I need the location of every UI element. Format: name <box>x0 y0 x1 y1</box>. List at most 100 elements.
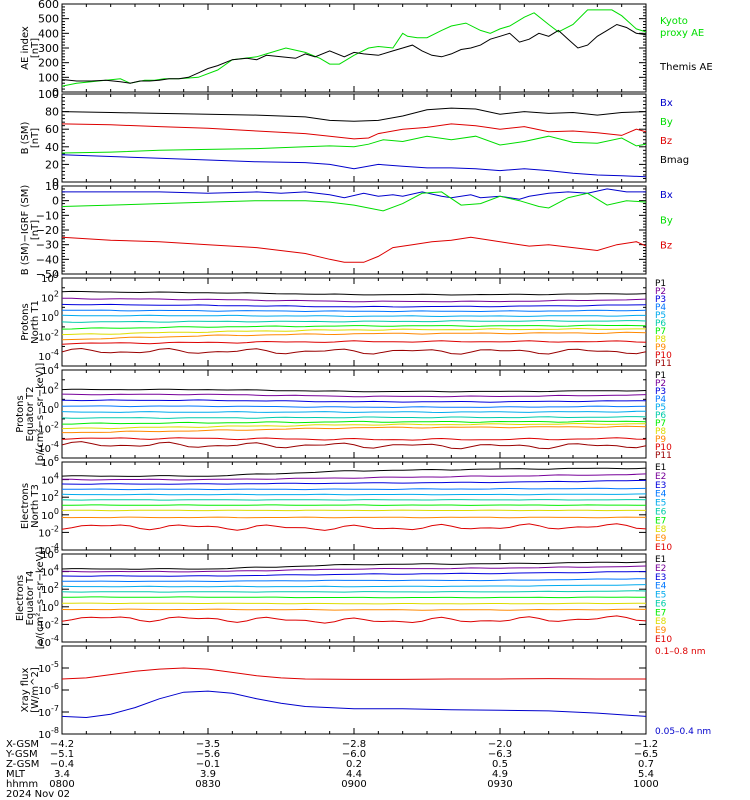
ephemeris-row-label: MLT <box>6 769 26 780</box>
y-tick-label: 10-4 <box>38 440 59 455</box>
series-line-e5 <box>62 493 646 496</box>
y-tick-label: 10-6 <box>38 682 59 697</box>
ephemeris-value: −5.6 <box>196 749 220 760</box>
legend-label: E7 <box>655 608 666 618</box>
legend-label: Bmag <box>660 155 689 166</box>
ephemeris-value: 0.7 <box>638 759 654 770</box>
plot-frame <box>61 3 647 93</box>
y-tick-label: −30 <box>36 239 59 252</box>
panel-5: 10-4 10-2 100 102 104 Protons Equator T2 [p/(cm… <box>15 362 672 465</box>
series-line-p9 <box>62 331 646 341</box>
legend-label: P1 <box>655 279 666 289</box>
legend-label: Bx <box>660 190 673 201</box>
ephemeris-value: −2.0 <box>488 739 512 750</box>
y-tick-label: 80 <box>45 106 59 119</box>
ephemeris-value: −5.1 <box>50 749 74 760</box>
y-tick-label: 102 <box>41 290 59 305</box>
y-tick-label: 104 <box>41 270 59 285</box>
y-tick-label: 10 <box>45 180 59 193</box>
y-axis-title: Electrons <box>20 483 31 529</box>
series-line-p4 <box>62 405 646 409</box>
y-tick-label: 10-4 <box>38 348 59 363</box>
y-tick-label: −40 <box>36 253 59 266</box>
legend-label: E10 <box>655 635 672 645</box>
ephemeris-value: 0800 <box>49 779 74 790</box>
legend-label: 0.1–0.8 nm <box>655 647 705 657</box>
ephemeris-value: 1000 <box>633 779 658 790</box>
legend-label: P2 <box>655 379 666 389</box>
y-tick-label: 102 <box>41 581 59 596</box>
series-line-bmag <box>62 107 646 122</box>
ephemeris-table: X-GSM −4.2 −3.5 −2.8 −2.0 −1.2 Y-GSM −5.1 −5.6 −6… <box>5 739 659 800</box>
y-axis-title: Electrons <box>15 575 26 621</box>
y-tick-label: 300 <box>38 42 59 55</box>
legend-label: Bx <box>660 98 673 109</box>
y-tick-label: 102 <box>41 489 59 504</box>
legend-label: E6 <box>655 599 667 609</box>
y-tick-label: 10-2 <box>38 329 59 344</box>
legend-label: E2 <box>655 472 666 482</box>
y-axis-title: Protons <box>15 395 26 432</box>
y-tick-label: 0 <box>52 86 59 99</box>
ephemeris-value: −6.5 <box>634 749 658 760</box>
y-tick-label: 100 <box>38 71 59 84</box>
ephemeris-value: −6.3 <box>488 749 512 760</box>
panel-4: 10-4 10-2 100 102 104 Protons North T1 P1P2P3P4… <box>20 270 672 369</box>
series-line-e7 <box>62 504 646 506</box>
legend-label: P2 <box>655 287 666 297</box>
series-group <box>62 290 646 355</box>
legend-label: By <box>660 215 673 226</box>
legend-label: E5 <box>655 499 666 509</box>
legend-label: E8 <box>655 617 667 627</box>
series-line-bx <box>62 154 646 178</box>
series-group <box>62 9 646 87</box>
series-line-p3 <box>62 399 646 403</box>
y-tick-label: 10-2 <box>38 421 59 436</box>
y-tick-label: 106 <box>41 454 59 469</box>
ephemeris-value: −3.5 <box>196 739 220 750</box>
series-line-e1 <box>62 561 646 570</box>
series-line-by <box>62 135 646 154</box>
y-tick-label: 100 <box>41 507 59 522</box>
y-tick-label: 40 <box>45 141 59 154</box>
series-group <box>62 667 646 719</box>
legend-label: P5 <box>655 311 666 321</box>
ephemeris-row-label: X-GSM <box>6 739 39 750</box>
legend-label: E9 <box>655 534 667 544</box>
y-tick-label: 500 <box>38 13 59 26</box>
ephemeris-value: 0.5 <box>492 759 508 770</box>
series-line-bx <box>62 188 646 200</box>
y-tick-label: 10-2 <box>38 616 59 631</box>
series-line-e10 <box>62 523 646 531</box>
y-axis-title: [nT] <box>30 38 41 58</box>
ephemeris-value: 3.9 <box>200 769 216 780</box>
legend-label: E7 <box>655 516 666 526</box>
y-tick-label: 10-2 <box>38 524 59 539</box>
series-group <box>62 107 646 178</box>
plot-date: 2024 Nov 02 <box>6 789 70 800</box>
series-line-bz <box>62 236 646 263</box>
series-line-p7 <box>62 324 646 330</box>
legend-label: P3 <box>655 387 666 397</box>
series-group <box>62 561 646 624</box>
ephemeris-value: −2.8 <box>342 739 366 750</box>
series-line-e5 <box>62 584 646 588</box>
ephemeris-value: −4.2 <box>50 739 74 750</box>
legend-label: Themis AE <box>659 62 713 73</box>
series-line-e4 <box>62 487 646 491</box>
y-tick-label: 102 <box>41 382 59 397</box>
legend-label: P8 <box>655 335 666 345</box>
y-tick-label: 10-5 <box>38 660 59 675</box>
legend-label: P10 <box>655 443 672 453</box>
y-axis-title: Protons <box>20 303 31 340</box>
ephemeris-value: 4.9 <box>492 769 508 780</box>
y-axis-title: Xray flux <box>20 668 31 713</box>
ephemeris-value: 4.4 <box>346 769 362 780</box>
legend-label: P11 <box>655 359 672 369</box>
legend-label: P10 <box>655 351 672 361</box>
series-line-e4 <box>62 578 646 583</box>
y-axis-title: [e/(cm²−s−sr−keV)] <box>35 547 46 650</box>
series-line-e3 <box>62 571 646 577</box>
series-line-0-1-0-8-nm <box>62 667 646 680</box>
